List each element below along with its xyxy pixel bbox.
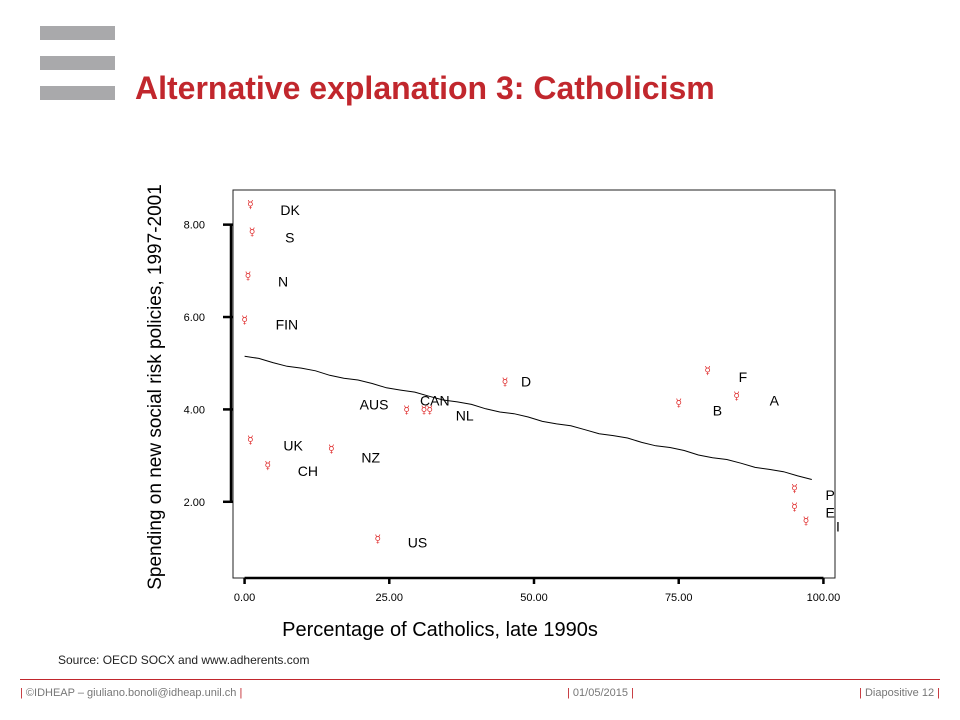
x-tick-label-3: 75.00 (665, 592, 693, 604)
y-tick-label-1: 4.00 (184, 404, 205, 416)
data-point-n: ☿ (245, 269, 252, 282)
point-label-nl: NL (456, 407, 474, 423)
data-point-d: ☿ (502, 376, 509, 389)
y-tick-label-2: 6.00 (184, 312, 205, 324)
data-point-e: ☿ (791, 500, 798, 513)
x-tick-label-4: 100.00 (807, 592, 841, 604)
logo-bar-top (40, 26, 115, 40)
point-label-aus: AUS (360, 396, 389, 412)
logo-bar-bottom (40, 86, 115, 100)
y-tick-label-3: 8.00 (184, 220, 205, 232)
regression-line (244, 355, 812, 480)
point-label-s: S (285, 230, 294, 246)
data-point-dk: ☿ (247, 198, 254, 211)
footer-contact: ©IDHEAP – giuliano.bonoli@idheap.unil.ch (25, 687, 237, 699)
data-point-uk: ☿ (247, 433, 254, 446)
data-point-nl: ☿ (426, 403, 433, 416)
point-label-fin: FIN (276, 316, 299, 332)
y-tick-label-0: 2.00 (184, 497, 205, 509)
source-note: Source: OECD SOCX and www.adherents.com (58, 653, 310, 667)
data-point-nz: ☿ (328, 443, 335, 456)
point-label-i: I (836, 518, 840, 534)
data-point-fin: ☿ (241, 313, 248, 326)
footer-left: | ©IDHEAP – giuliano.bonoli@idheap.unil.… (20, 687, 243, 699)
x-axis-title: Percentage of Catholics, late 1990s (282, 619, 598, 640)
scatter-chart: 0.00 25.00 50.00 75.00 100.00 2.00 4.00 6.00 8.0… (145, 184, 841, 640)
point-label-uk: UK (283, 437, 303, 453)
point-label-e: E (825, 504, 834, 520)
footer-divider (20, 679, 940, 680)
data-point-s: ☿ (249, 226, 256, 239)
data-point-f: ☿ (704, 364, 711, 377)
footer-right: | Diapositive 12 | (859, 687, 940, 699)
data-point-ch: ☿ (264, 459, 271, 472)
point-label-f: F (739, 369, 748, 385)
x-tick-label-1: 25.00 (376, 592, 404, 604)
data-point-p: ☿ (791, 482, 798, 495)
logo-bar-middle (40, 56, 115, 70)
point-label-n: N (278, 273, 288, 289)
footer-date: 01/05/2015 (572, 687, 628, 699)
point-label-dk: DK (280, 202, 300, 218)
footer-page-number: Diapositive 12 (864, 687, 935, 699)
point-label-us: US (408, 535, 427, 551)
point-label-b: B (713, 402, 722, 418)
data-point-a: ☿ (733, 390, 740, 403)
data-point-us: ☿ (374, 533, 381, 546)
slide-title: Alternative explanation 3: Catholicism (135, 70, 715, 106)
point-label-can: CAN (420, 392, 450, 408)
point-label-a: A (770, 393, 780, 409)
data-point-i: ☿ (803, 514, 810, 527)
data-point-b: ☿ (675, 396, 682, 409)
data-point-aus: ☿ (403, 403, 410, 416)
x-tick-label-2: 50.00 (520, 592, 548, 604)
point-label-p: P (825, 487, 834, 503)
y-axis-title: Spending on new social risk policies, 19… (145, 184, 166, 590)
point-label-ch: CH (298, 463, 318, 479)
footer-center: | 01/05/2015 | (567, 687, 634, 699)
point-label-nz: NZ (361, 450, 380, 466)
point-label-d: D (521, 374, 531, 390)
x-tick-label-0: 0.00 (234, 592, 255, 604)
data-point-can: ☿ (421, 403, 428, 416)
